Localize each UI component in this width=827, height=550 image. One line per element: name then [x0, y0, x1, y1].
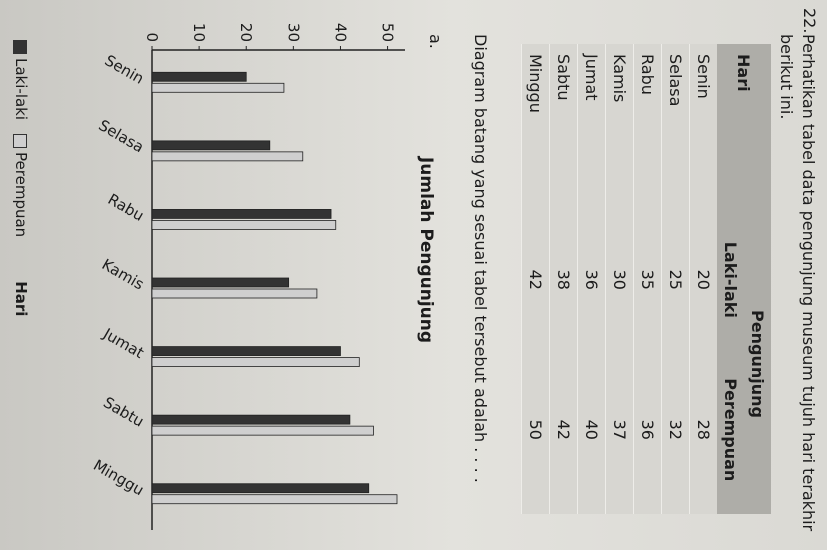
bar-female — [151, 425, 374, 436]
table-row: Sabtu 38 42 — [549, 44, 578, 514]
bar-male — [151, 277, 290, 288]
x-tick-label: Selasa — [95, 116, 147, 156]
cell-male: 42 — [521, 214, 550, 346]
table-row: Jumat 36 40 — [577, 44, 606, 514]
cell-female: 28 — [689, 345, 717, 514]
table-row: Minggu 42 50 — [521, 44, 550, 514]
y-tick-label: 10 — [190, 23, 208, 42]
col-header-female: Perempuan — [717, 345, 744, 514]
x-tick-label: Rabu — [105, 190, 147, 225]
x-tick-label: Senin — [102, 51, 147, 88]
x-tick-label: Jumat — [99, 324, 147, 362]
cell-male: 35 — [633, 214, 662, 346]
y-tick-label: 40 — [331, 23, 349, 42]
chart-title: Jumlah Pengunjung — [416, 156, 436, 343]
cell-day: Selasa — [661, 44, 690, 214]
bar-female — [151, 357, 360, 367]
bar-chart: Jumlah Pengunjung 0 10 20 30 40 50 Senin Selasa R… — [90, 23, 436, 530]
bar-male — [151, 346, 341, 356]
x-tick-label: Kamis — [99, 255, 147, 293]
cell-female: 42 — [549, 345, 578, 514]
table-header-row: Hari Pengunjung — [717, 44, 771, 514]
y-tick-label: 0 — [143, 32, 161, 42]
table-row: Rabu 35 36 — [633, 44, 662, 514]
legend-swatch-male — [13, 40, 28, 54]
x-tick-label: Sabtu — [100, 393, 147, 430]
bar-male — [151, 209, 332, 219]
legend-label-female: Perempuan — [12, 152, 30, 238]
y-tick-label: 20 — [237, 23, 255, 42]
cell-male: 38 — [549, 214, 578, 346]
col-header-day: Hari — [717, 44, 771, 214]
legend-label-male: Laki-laki — [12, 58, 30, 121]
bar-female — [151, 288, 318, 299]
cell-female: 32 — [661, 345, 690, 514]
table-row: Selasa 25 32 — [661, 44, 690, 514]
cell-day: Jumat — [577, 44, 606, 214]
cell-male: 36 — [577, 214, 606, 346]
bar-male — [151, 414, 351, 425]
bar-male — [151, 71, 247, 82]
cell-male: 25 — [661, 214, 690, 346]
bar-female — [151, 82, 285, 93]
cell-female: 40 — [577, 345, 606, 514]
x-tick-label: Minggu — [90, 456, 147, 499]
cell-day: Sabtu — [549, 44, 578, 214]
legend-item-female: Perempuan — [12, 134, 30, 237]
y-tick-label: 30 — [284, 23, 302, 42]
visitor-table: Hari Pengunjung Laki-laki Perempuan Seni… — [521, 44, 771, 514]
cell-day: Minggu — [521, 44, 550, 214]
cell-female: 36 — [633, 345, 662, 514]
col-header-group: Pengunjung — [744, 214, 771, 514]
cell-day: Senin — [689, 44, 717, 214]
cell-day: Rabu — [633, 44, 662, 214]
question-number: 22. — [800, 8, 819, 34]
table-row: Kamis 30 37 — [605, 44, 634, 514]
chart-legend: Laki-laki Perempuan Hari — [12, 40, 30, 316]
y-tick-label: 50 — [379, 23, 397, 42]
bar-female — [151, 494, 398, 505]
cell-day: Kamis — [605, 44, 634, 214]
legend-item-male: Laki-laki — [12, 40, 30, 120]
question-text: Perhatikan tabel data pengunjung museum … — [777, 34, 818, 532]
bar-male — [151, 140, 271, 151]
bar-male — [151, 483, 370, 494]
x-axis-title: Hari — [12, 281, 30, 317]
col-header-male: Laki-laki — [717, 214, 744, 346]
cell-female: 37 — [605, 345, 634, 514]
legend-swatch-female — [13, 134, 28, 149]
question-prompt: Diagram batang yang sesuai tabel tersebu… — [471, 34, 490, 483]
cell-male: 30 — [605, 214, 634, 346]
bar-female — [151, 151, 304, 162]
table-row: Senin 20 28 — [689, 44, 717, 514]
bar-female — [151, 220, 337, 230]
cell-male: 20 — [689, 214, 717, 346]
cell-female: 50 — [521, 345, 550, 514]
